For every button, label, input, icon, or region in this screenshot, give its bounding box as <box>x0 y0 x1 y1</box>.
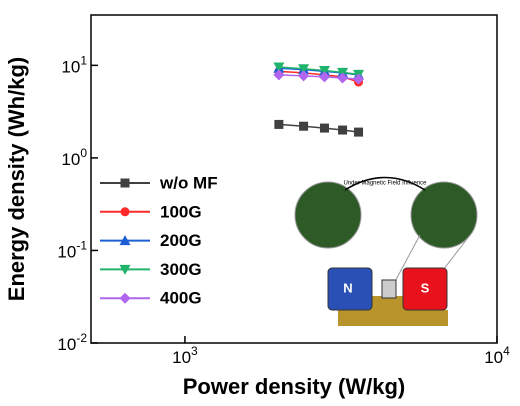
inset-cell <box>381 279 397 299</box>
magnet-n <box>327 267 373 311</box>
magnet-s <box>402 267 448 311</box>
marker <box>354 127 364 137</box>
plot-frame <box>90 14 498 344</box>
legend-marker <box>119 292 131 304</box>
legend-marker <box>120 207 130 217</box>
marker <box>318 71 330 83</box>
inset-s: S <box>421 280 430 295</box>
inset-circle <box>410 181 478 249</box>
legend-label: 400G <box>160 289 202 308</box>
inset-caption: Under Magnetic Field Influence <box>343 181 427 187</box>
marker <box>299 121 309 131</box>
y-tick-label: 10-1 <box>57 239 87 262</box>
y-tick-label: 10-2 <box>57 331 87 354</box>
marker <box>298 70 310 82</box>
legend-label: w/o MF <box>159 173 218 192</box>
y-tick-label: 100 <box>61 146 87 169</box>
legend-marker <box>120 178 130 188</box>
marker <box>319 123 329 133</box>
legend-label: 200G <box>160 231 202 250</box>
x-tick-label: 103 <box>172 344 198 367</box>
marker <box>273 69 285 81</box>
y-axis-title: Energy density (Wh/kg) <box>4 57 29 301</box>
y-tick-label: 101 <box>61 54 87 77</box>
marker <box>318 65 330 76</box>
legend-marker <box>119 235 131 246</box>
marker <box>353 73 365 85</box>
inset-arrow <box>344 176 426 191</box>
legend-label: 300G <box>160 260 202 279</box>
x-axis-title: Power density (W/kg) <box>183 374 405 399</box>
inset-n: N <box>343 280 352 295</box>
inset-circle <box>294 181 362 249</box>
marker <box>298 64 310 75</box>
marker <box>338 125 348 135</box>
inset: Under Magnetic Field Influence N S <box>294 176 478 326</box>
marker <box>337 72 349 84</box>
inset-base <box>338 310 448 326</box>
legend-marker <box>119 264 131 275</box>
legend-label: 100G <box>160 202 202 221</box>
x-tick-label: 104 <box>484 344 510 367</box>
marker <box>274 119 284 129</box>
marker <box>273 62 285 73</box>
